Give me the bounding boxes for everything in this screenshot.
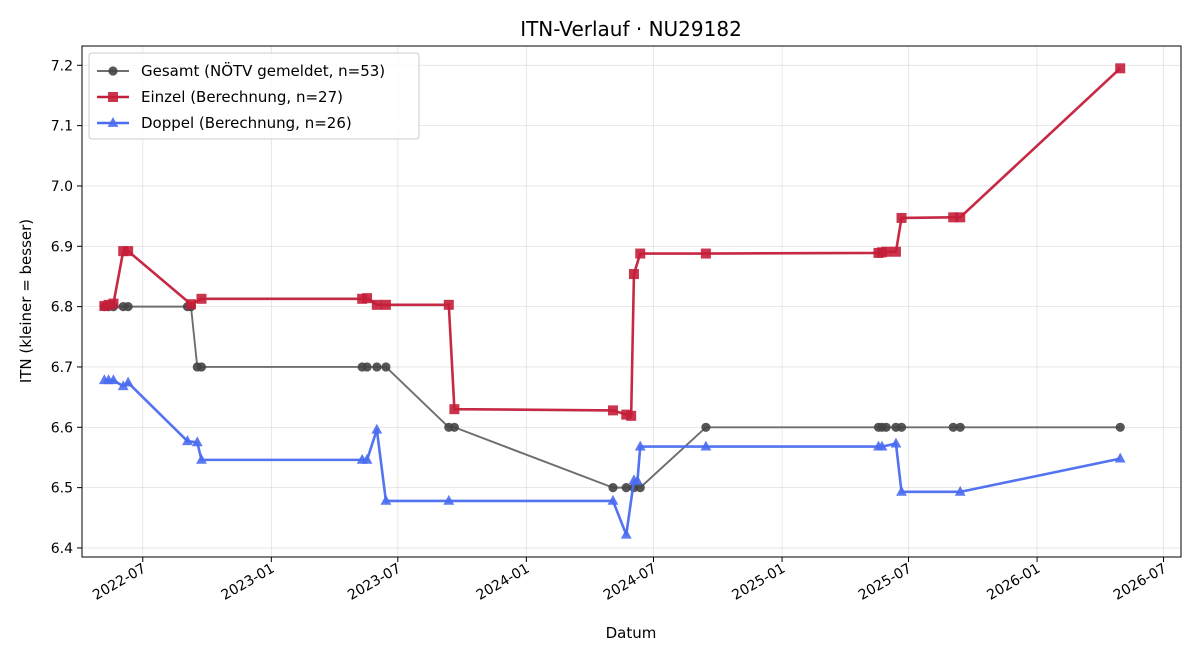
chart-title: ITN-Verlauf · NU29182 (520, 17, 742, 41)
data-point (896, 422, 907, 432)
y-tick-label: 6.7 (51, 360, 73, 376)
data-point (449, 422, 459, 432)
data-point (635, 483, 645, 493)
legend-marker (108, 92, 118, 102)
y-tick-label: 6.4 (51, 541, 73, 557)
data-point (196, 453, 207, 464)
legend-marker (107, 117, 119, 127)
data-point (621, 483, 631, 493)
data-point (362, 362, 372, 372)
legend-item: Einzel (Berechnung, n=27) (97, 88, 343, 106)
data-point (1115, 422, 1125, 432)
data-point (632, 474, 643, 485)
data-point (890, 437, 902, 448)
y-axis-title: ITN (kleiner = besser) (17, 219, 35, 383)
data-point (948, 212, 959, 223)
y-tick-label: 7.1 (51, 119, 73, 135)
data-point (955, 212, 966, 223)
data-point (362, 293, 373, 304)
legend-box (88, 52, 420, 140)
data-point (607, 405, 618, 416)
y-tick-label: 7.2 (51, 58, 73, 74)
legend: Gesamt (NÖTV gemeldet, n=53) Einzel (Bere… (88, 52, 420, 140)
data-point (628, 269, 639, 280)
data-point (185, 299, 196, 310)
data-point (876, 440, 888, 451)
data-point (108, 298, 119, 309)
data-point (890, 246, 901, 257)
data-point (371, 423, 383, 434)
data-point (700, 248, 711, 259)
data-point (607, 494, 619, 505)
data-point (191, 436, 203, 447)
data-point (117, 380, 129, 391)
data-point (701, 422, 711, 432)
data-point (371, 299, 382, 310)
series-einzel (99, 63, 1126, 421)
x-axis-title: Datum (606, 624, 657, 642)
data-point (443, 494, 455, 505)
data-point (896, 485, 907, 496)
data-point (443, 299, 454, 310)
data-point (608, 483, 618, 493)
data-point (380, 494, 392, 505)
data-point (122, 376, 134, 387)
data-point (380, 299, 391, 310)
data-point (634, 440, 646, 451)
data-point (182, 435, 193, 446)
data-point (1115, 63, 1126, 74)
y-tick-label: 6.5 (51, 481, 73, 497)
legend-marker (108, 66, 118, 76)
data-point (700, 440, 712, 451)
legend-label: Einzel (Berechnung, n=27) (141, 88, 343, 106)
data-point (123, 302, 133, 312)
data-point (196, 293, 207, 304)
data-point (123, 246, 134, 257)
data-point (361, 453, 373, 464)
data-point (635, 248, 646, 259)
data-point (954, 485, 966, 496)
data-point (620, 528, 632, 539)
legend-label: Gesamt (NÖTV gemeldet, n=53) (141, 61, 385, 80)
data-point (896, 212, 907, 223)
y-tick-label: 7.0 (51, 179, 73, 195)
legend-label: Doppel (Berechnung, n=26) (141, 114, 352, 132)
data-point (881, 246, 892, 257)
series-layer (98, 63, 1126, 539)
data-point (948, 422, 958, 432)
legend-item: Doppel (Berechnung, n=26) (97, 114, 352, 132)
data-point (881, 422, 891, 432)
data-point (381, 362, 391, 372)
y-tick-label: 6.9 (51, 239, 73, 255)
data-point (626, 410, 637, 421)
data-point (955, 422, 965, 432)
data-point (1114, 452, 1126, 463)
data-point (449, 404, 460, 415)
y-tick-label: 6.6 (51, 420, 73, 436)
y-axis: 6.4 6.5 6.6 6.7 6.8 6.9 7.0 7.1 7.2 (51, 58, 82, 557)
series-doppel (98, 374, 1126, 539)
data-point (196, 362, 207, 372)
y-tick-label: 6.8 (51, 300, 73, 316)
data-point (372, 362, 382, 372)
data-point (108, 374, 119, 385)
plot-frame (81, 45, 1182, 558)
legend-item: Gesamt (NÖTV gemeldet, n=53) (97, 61, 385, 80)
